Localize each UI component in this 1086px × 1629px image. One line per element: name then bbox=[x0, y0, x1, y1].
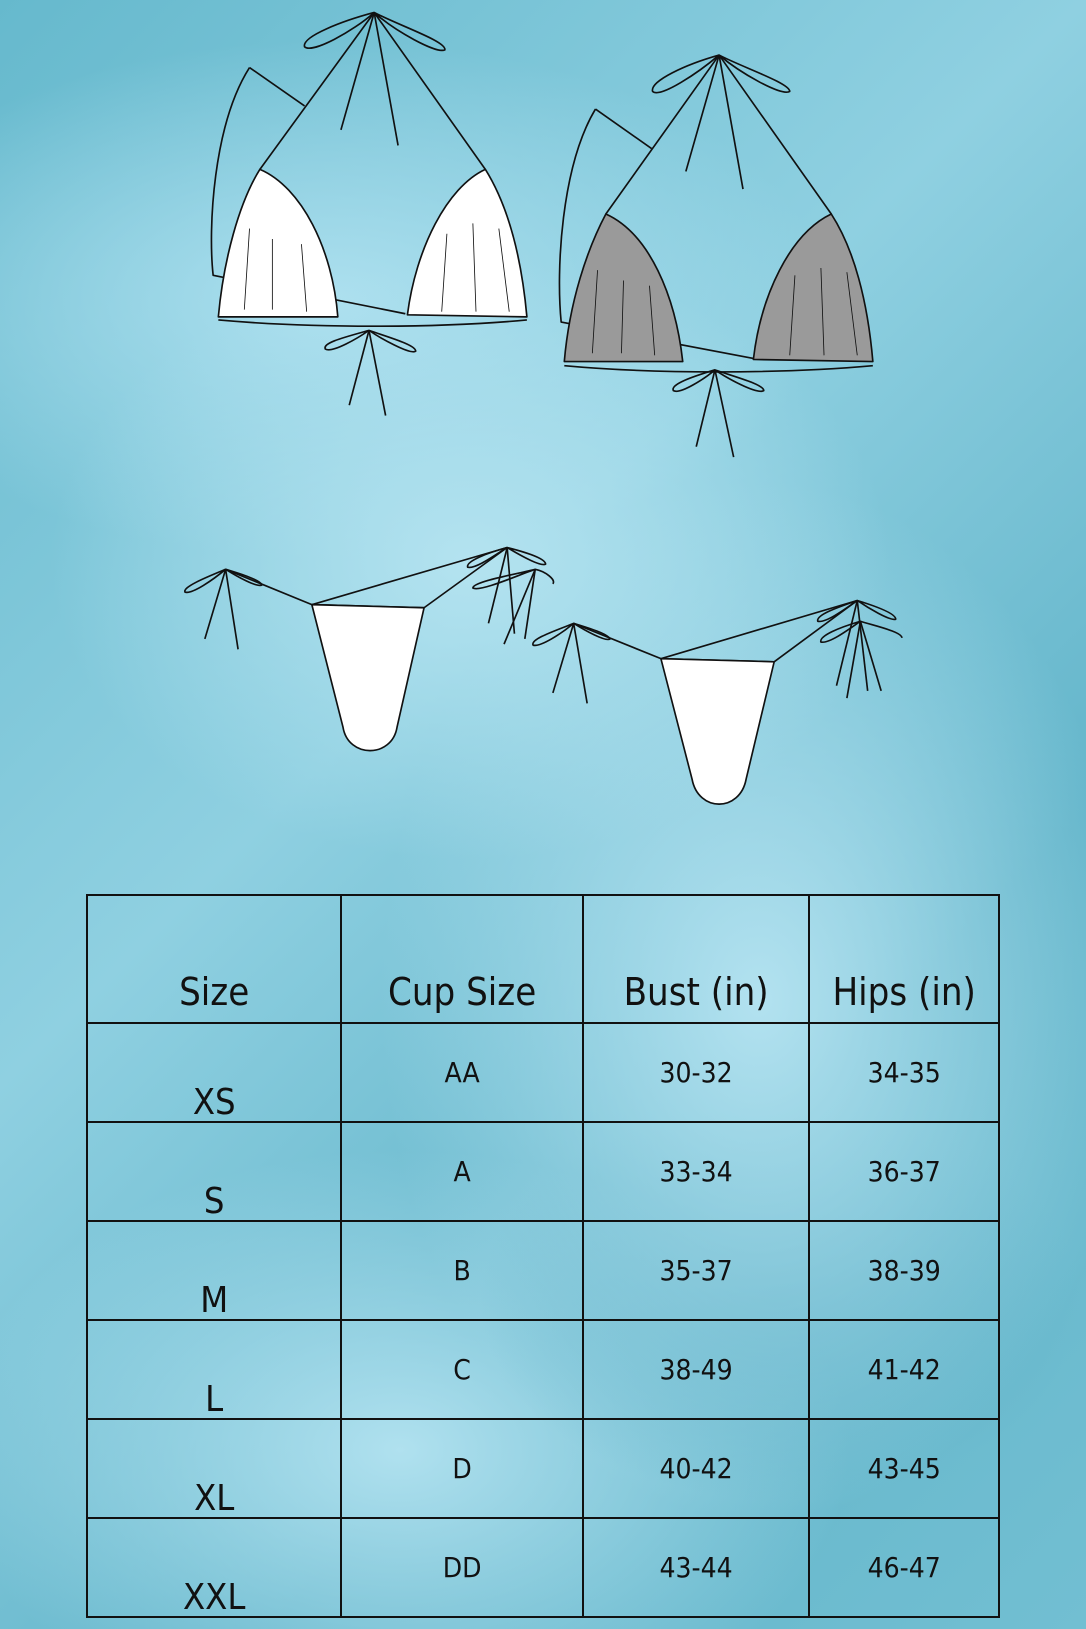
bikini-top-grey-illustration bbox=[558, 54, 874, 458]
table-row: M B 35-37 38-39 bbox=[85, 1220, 1000, 1321]
cell-hips: 43-45 bbox=[808, 1418, 1000, 1519]
cell-hips: 36-37 bbox=[808, 1121, 1000, 1222]
cell-hips: 34-35 bbox=[808, 1022, 1000, 1123]
size-chart-table: Size Cup Size Bust (in) Hips (in) XS AA 30… bbox=[85, 894, 1000, 1618]
cell-cup-size: A bbox=[340, 1121, 584, 1222]
bikini-bottom-back-illustration bbox=[532, 599, 903, 805]
cell-size: S bbox=[85, 1121, 343, 1222]
bikini-top-white-illustration bbox=[210, 11, 528, 416]
cell-bust: 30-32 bbox=[581, 1022, 811, 1123]
cell-hips: 38-39 bbox=[808, 1220, 1000, 1321]
header-bust: Bust (in) bbox=[581, 894, 811, 1024]
cell-size: XS bbox=[85, 1022, 343, 1123]
cell-bust: 35-37 bbox=[581, 1220, 811, 1321]
cell-bust: 33-34 bbox=[581, 1121, 811, 1222]
cell-size: XXL bbox=[85, 1517, 343, 1618]
cell-cup-size: B bbox=[340, 1220, 584, 1321]
table-header-row: Size Cup Size Bust (in) Hips (in) bbox=[85, 894, 1000, 1024]
table-row: L C 38-49 41-42 bbox=[85, 1319, 1000, 1420]
cell-bust: 43-44 bbox=[581, 1517, 811, 1618]
header-hips: Hips (in) bbox=[808, 894, 1000, 1024]
header-cup-size: Cup Size bbox=[340, 894, 584, 1024]
bikini-bottom-front-illustration bbox=[184, 546, 555, 752]
table-row: XXL DD 43-44 46-47 bbox=[85, 1517, 1000, 1618]
cell-bust: 38-49 bbox=[581, 1319, 811, 1420]
table-row: XL D 40-42 43-45 bbox=[85, 1418, 1000, 1519]
cell-size: XL bbox=[85, 1418, 343, 1519]
cell-hips: 41-42 bbox=[808, 1319, 1000, 1420]
cell-cup-size: C bbox=[340, 1319, 584, 1420]
cell-cup-size: D bbox=[340, 1418, 584, 1519]
cell-bust: 40-42 bbox=[581, 1418, 811, 1519]
cell-size: M bbox=[85, 1220, 343, 1321]
table-row: XS AA 30-32 34-35 bbox=[85, 1022, 1000, 1123]
cell-cup-size: AA bbox=[340, 1022, 584, 1123]
cell-size: L bbox=[85, 1319, 343, 1420]
table-row: S A 33-34 36-37 bbox=[85, 1121, 1000, 1222]
header-size: Size bbox=[85, 894, 343, 1024]
cell-hips: 46-47 bbox=[808, 1517, 1000, 1618]
cell-cup-size: DD bbox=[340, 1517, 584, 1618]
